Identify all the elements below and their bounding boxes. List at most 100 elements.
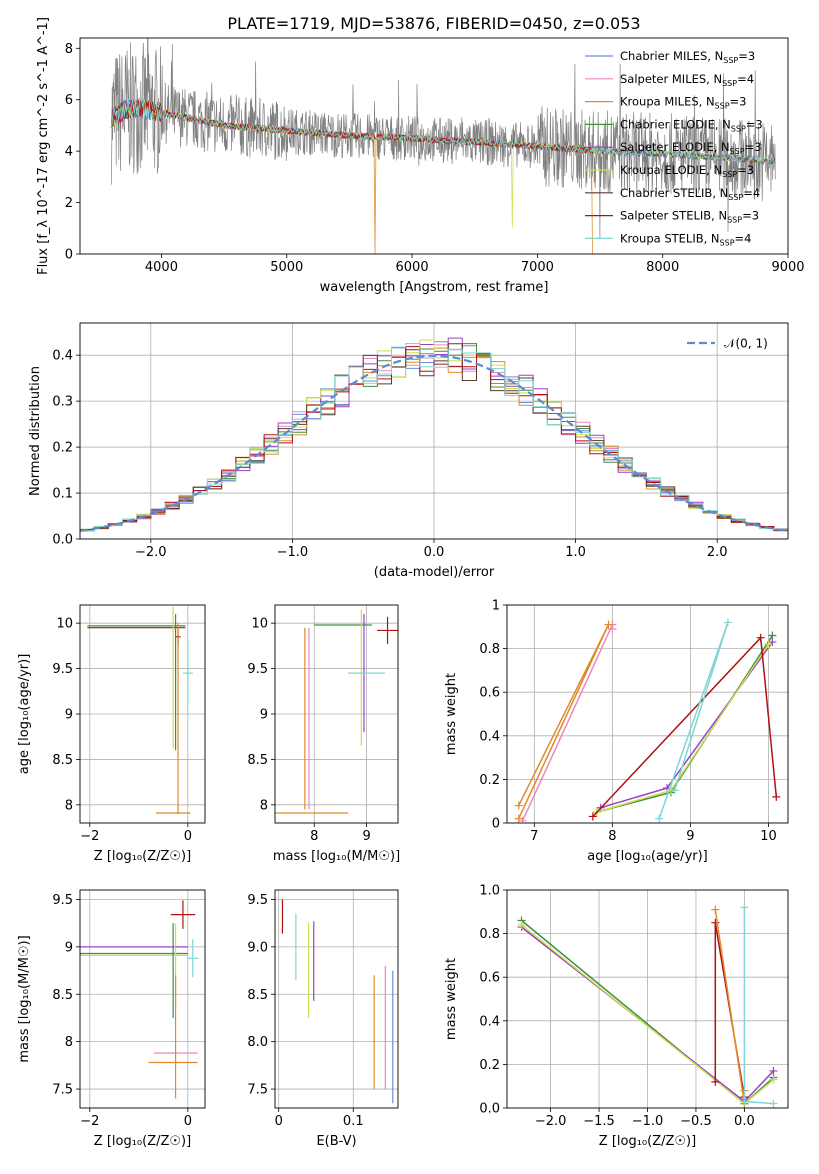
data-point — [655, 814, 664, 823]
plot-area-age_vs_mass — [275, 605, 398, 823]
legend-label: Salpeter STELIB, NSSP=3 — [620, 209, 759, 225]
y-tick-label: 9 — [65, 940, 73, 955]
legend-label: Kroupa MILES, NSSP=3 — [620, 95, 746, 111]
x-axis-label: E(B-V) — [316, 1134, 356, 1149]
x-axis-label: mass [log₁₀(M/M☉)] — [273, 849, 400, 864]
y-tick-label: 0.0 — [479, 1102, 500, 1117]
x-axis-label: (data-model)/error — [374, 565, 495, 580]
x-axis-label: Z [log₁₀(Z/Z☉)] — [94, 1134, 191, 1149]
x-tick-label: −2 — [80, 829, 99, 844]
x-tick-label: 2.0 — [707, 545, 728, 560]
x-tick-label: 0.0 — [734, 1114, 755, 1129]
y-tick-label: 8.5 — [247, 988, 268, 1003]
panel-massweight_vs_z: −2.0 −1.5 −1.0 −0.5 0.0 0.0 0.2 0.4 0.6 0.8 1.0 Z [… — [444, 884, 789, 1149]
data-point — [740, 903, 749, 912]
y-tick-label: 0.3 — [52, 395, 73, 410]
axes-frame — [79, 604, 206, 824]
y-tick-label: 10 — [251, 617, 268, 632]
figure-title: PLATE=1719, MJD=53876, FIBERID=0450, z=0… — [227, 14, 640, 33]
y-tick-label: 8.0 — [247, 1035, 268, 1050]
axes-frame — [79, 322, 789, 540]
x-tick-label: −1.5 — [583, 1114, 615, 1129]
x-tick-label: −2.0 — [135, 545, 167, 560]
y-tick-label: 9.5 — [52, 893, 73, 908]
x-tick-label: 0.1 — [343, 1114, 364, 1129]
legend-label: Salpeter MILES, NSSP=4 — [620, 72, 754, 88]
plot-area-residuals — [80, 323, 788, 539]
data-point — [772, 792, 781, 801]
y-axis-label: mass weight — [444, 673, 459, 755]
data-point — [756, 633, 765, 642]
spectrum-model-line — [110, 100, 593, 154]
x-axis-label: Z [log₁₀(Z/Z☉)] — [599, 1134, 696, 1149]
axes-frame — [79, 37, 789, 255]
y-tick-label: 0.4 — [479, 729, 500, 744]
y-tick-label: 9.5 — [247, 662, 268, 677]
data-point — [514, 814, 523, 823]
y-tick-label: 0.2 — [52, 441, 73, 456]
y-axis-label: mass [log₁₀(M/M☉)] — [17, 935, 32, 1062]
y-tick-label: 0.4 — [479, 1014, 500, 1029]
x-tick-label: 0 — [184, 1114, 192, 1129]
y-tick-label: 8.5 — [247, 753, 268, 768]
x-tick-label: 5000 — [270, 260, 303, 275]
series-line — [596, 635, 774, 813]
series-line — [600, 641, 774, 809]
y-tick-label: 8 — [65, 42, 73, 57]
series-line — [743, 907, 774, 1105]
legend-label: Chabrier MILES, NSSP=3 — [620, 49, 755, 65]
data-point — [711, 1077, 720, 1086]
plot-area-massweight_vs_age — [507, 605, 788, 823]
y-tick-label: 1.0 — [479, 884, 500, 899]
y-tick-label: 0.1 — [52, 487, 73, 502]
legend-label: Kroupa ELODIE, NSSP=3 — [620, 163, 754, 179]
x-tick-label: 9 — [362, 829, 370, 844]
x-axis-label: Z [log₁₀(Z/Z☉)] — [94, 849, 191, 864]
panel-residuals: −2.0 −1.0 0.0 1.0 2.0 0.0 0.1 0.2 0.3 0.4 (data-mo… — [28, 322, 789, 580]
panel-mass_vs_ebv: 0 0.1 7.5 8.0 8.5 9.0 9.5 E(B-V) — [247, 889, 399, 1149]
x-tick-label: 8 — [310, 829, 318, 844]
x-tick-label: −1.0 — [277, 545, 309, 560]
y-tick-label: 8.5 — [52, 753, 73, 768]
axes-frame — [274, 604, 399, 824]
normal-curve — [80, 354, 788, 532]
series-line — [596, 643, 770, 813]
y-tick-label: 6 — [65, 93, 73, 108]
x-tick-label: 8 — [608, 829, 616, 844]
y-axis-label: mass weight — [444, 958, 459, 1040]
panel-mass_vs_z: −2 0 7.5 8 8.5 9 9.5 Z [log₁₀(Z/Z☉)] mass [log₁₀… — [17, 889, 206, 1149]
y-tick-label: 8 — [65, 798, 73, 813]
x-tick-label: 0 — [184, 829, 192, 844]
y-tick-label: 1 — [492, 599, 500, 614]
y-axis-label: age [log₁₀(age/yr)] — [17, 654, 32, 775]
x-axis-label: wavelength [Angstrom, rest frame] — [320, 280, 549, 295]
x-tick-label: 9000 — [771, 260, 804, 275]
legend-label: 𝒩(0, 1) — [724, 337, 768, 351]
data-point — [769, 1075, 778, 1084]
legend-label: Kroupa STELIB, NSSP=4 — [620, 231, 751, 247]
y-tick-label: 7.5 — [247, 1083, 268, 1098]
y-tick-label: 0.4 — [52, 349, 73, 364]
spectrum-model-line — [110, 97, 776, 164]
y-tick-label: 0.6 — [479, 971, 500, 986]
panel-massweight_vs_age: 7 8 9 10 0 0.2 0.4 0.6 0.8 1 age [log₁₀(age/yr)] ma… — [444, 599, 789, 864]
series-line — [592, 635, 778, 818]
x-axis-label: age [log₁₀(age/yr)] — [587, 849, 708, 864]
series-line — [518, 624, 610, 819]
y-tick-label: 0.6 — [479, 686, 500, 701]
data-point — [604, 620, 613, 629]
y-tick-label: 9.5 — [52, 662, 73, 677]
y-tick-label: 9.5 — [247, 893, 268, 908]
y-tick-label: 8 — [65, 1035, 73, 1050]
data-point — [723, 618, 732, 627]
y-axis-label: Normed distribution — [28, 366, 43, 496]
x-tick-label: 7 — [530, 829, 538, 844]
x-tick-label: −0.5 — [680, 1114, 712, 1129]
series-line — [521, 624, 614, 822]
y-tick-label: 4 — [65, 145, 73, 160]
spectrum-model-line — [110, 98, 593, 254]
x-tick-label: 0.0 — [424, 545, 445, 560]
y-tick-label: 10 — [56, 617, 73, 632]
histogram-step — [80, 343, 788, 534]
